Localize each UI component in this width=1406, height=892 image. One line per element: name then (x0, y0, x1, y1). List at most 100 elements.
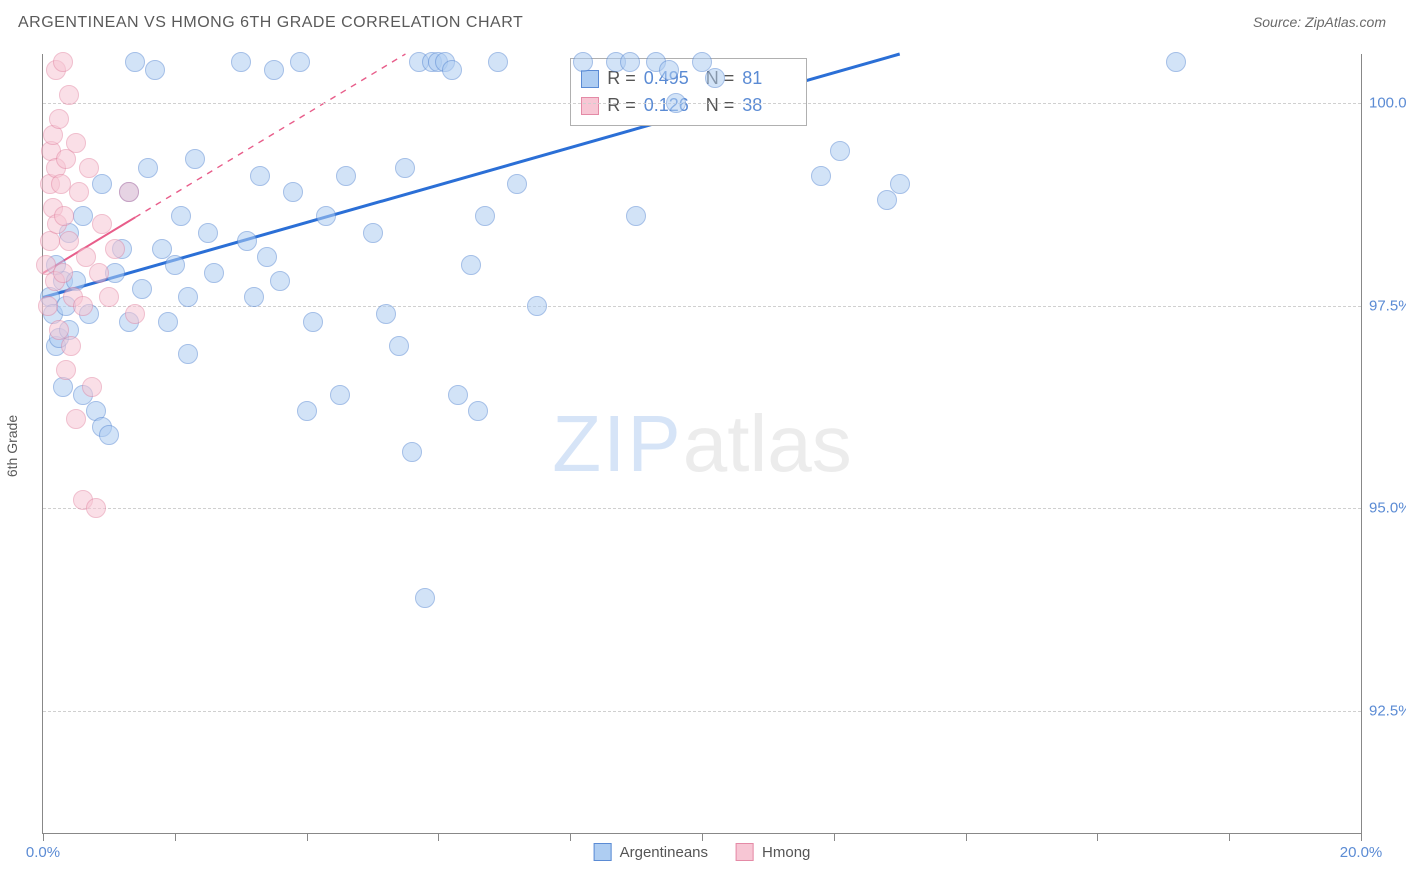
data-point (811, 166, 831, 186)
legend-swatch-hmong (736, 843, 754, 861)
data-point (99, 425, 119, 445)
y-axis-label: 6th Grade (4, 415, 20, 477)
stat-n-value: 81 (742, 65, 796, 92)
data-point (119, 182, 139, 202)
gridline (43, 306, 1361, 307)
stat-n-value: 38 (742, 92, 796, 119)
data-point (376, 304, 396, 324)
xtick (43, 833, 44, 841)
data-point (363, 223, 383, 243)
data-point (82, 377, 102, 397)
data-point (283, 182, 303, 202)
data-point (507, 174, 527, 194)
data-point (461, 255, 481, 275)
data-point (56, 360, 76, 380)
ytick-label: 92.5% (1369, 703, 1406, 720)
watermark-zip: ZIP (552, 399, 682, 488)
data-point (92, 174, 112, 194)
data-point (659, 60, 679, 80)
data-point (69, 182, 89, 202)
xtick (1361, 833, 1362, 841)
data-point (178, 287, 198, 307)
data-point (290, 52, 310, 72)
ytick-label: 95.0% (1369, 500, 1406, 517)
xtick (438, 833, 439, 841)
data-point (66, 133, 86, 153)
plot-area: ZIPatlas R =0.495N =81R =0.126N =38 Arge… (42, 54, 1362, 834)
data-point (442, 60, 462, 80)
xtick-label: 20.0% (1340, 844, 1383, 861)
data-point (53, 263, 73, 283)
data-point (125, 304, 145, 324)
data-point (448, 385, 468, 405)
watermark-atlas: atlas (683, 399, 852, 488)
data-point (389, 336, 409, 356)
data-point (66, 409, 86, 429)
xtick (834, 833, 835, 841)
trend-lines (43, 54, 1361, 833)
data-point (125, 52, 145, 72)
data-point (250, 166, 270, 186)
ytick-label: 97.5% (1369, 297, 1406, 314)
data-point (468, 401, 488, 421)
stats-box: R =0.495N =81R =0.126N =38 (570, 58, 807, 126)
data-point (59, 85, 79, 105)
data-point (38, 296, 58, 316)
xtick (175, 833, 176, 841)
data-point (402, 442, 422, 462)
watermark: ZIPatlas (552, 398, 851, 490)
data-point (105, 239, 125, 259)
source-label: Source: ZipAtlas.com (1253, 14, 1386, 30)
data-point (626, 206, 646, 226)
data-point (165, 255, 185, 275)
data-point (297, 401, 317, 421)
data-point (73, 296, 93, 316)
data-point (475, 206, 495, 226)
gridline (43, 103, 1361, 104)
data-point (178, 344, 198, 364)
data-point (395, 158, 415, 178)
data-point (204, 263, 224, 283)
data-point (73, 206, 93, 226)
ytick-label: 100.0% (1369, 94, 1406, 111)
legend-label-hmong: Hmong (762, 844, 810, 861)
data-point (231, 52, 251, 72)
data-point (257, 247, 277, 267)
data-point (270, 271, 290, 291)
data-point (303, 312, 323, 332)
data-point (415, 588, 435, 608)
data-point (89, 263, 109, 283)
data-point (705, 68, 725, 88)
data-point (61, 336, 81, 356)
data-point (132, 279, 152, 299)
legend-item-hmong: Hmong (736, 843, 810, 861)
stat-r-label: R = (607, 92, 636, 119)
data-point (316, 206, 336, 226)
xtick (966, 833, 967, 841)
data-point (54, 206, 74, 226)
stat-n-label: N = (706, 92, 735, 119)
data-point (527, 296, 547, 316)
data-point (336, 166, 356, 186)
data-point (185, 149, 205, 169)
data-point (145, 60, 165, 80)
legend-item-argentineans: Argentineans (594, 843, 708, 861)
bottom-legend: Argentineans Hmong (594, 843, 811, 861)
data-point (53, 52, 73, 72)
data-point (244, 287, 264, 307)
data-point (86, 498, 106, 518)
legend-label-argentineans: Argentineans (620, 844, 708, 861)
data-point (330, 385, 350, 405)
stats-swatch (581, 97, 599, 115)
stats-swatch (581, 70, 599, 88)
gridline (43, 508, 1361, 509)
xtick (702, 833, 703, 841)
data-point (198, 223, 218, 243)
data-point (59, 231, 79, 251)
data-point (830, 141, 850, 161)
data-point (620, 52, 640, 72)
data-point (158, 312, 178, 332)
data-point (488, 52, 508, 72)
data-point (171, 206, 191, 226)
data-point (573, 52, 593, 72)
